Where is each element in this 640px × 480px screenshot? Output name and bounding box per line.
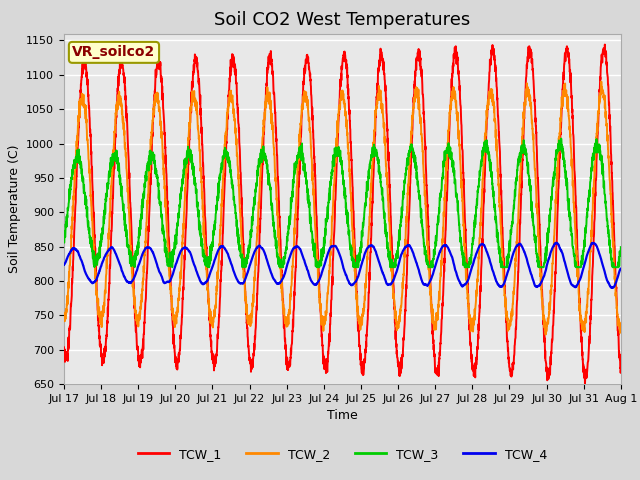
Text: VR_soilco2: VR_soilco2 bbox=[72, 46, 156, 60]
X-axis label: Time: Time bbox=[327, 409, 358, 422]
Legend: TCW_1, TCW_2, TCW_3, TCW_4: TCW_1, TCW_2, TCW_3, TCW_4 bbox=[133, 443, 552, 466]
Y-axis label: Soil Temperature (C): Soil Temperature (C) bbox=[8, 144, 20, 273]
Title: Soil CO2 West Temperatures: Soil CO2 West Temperatures bbox=[214, 11, 470, 29]
